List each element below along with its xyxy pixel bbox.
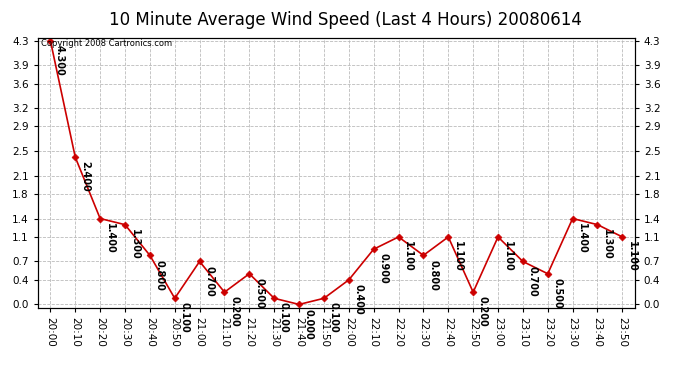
- Text: 1.300: 1.300: [602, 229, 612, 260]
- Text: 0.800: 0.800: [428, 260, 438, 290]
- Text: 0.200: 0.200: [478, 296, 488, 327]
- Text: 1.100: 1.100: [403, 241, 413, 272]
- Text: 0.100: 0.100: [179, 303, 190, 333]
- Text: 1.100: 1.100: [627, 241, 637, 272]
- Text: 2.400: 2.400: [80, 161, 90, 192]
- Text: 0.400: 0.400: [353, 284, 364, 315]
- Text: 0.800: 0.800: [155, 260, 165, 290]
- Text: 1.300: 1.300: [130, 229, 139, 260]
- Text: 1.100: 1.100: [453, 241, 463, 272]
- Text: 0.500: 0.500: [553, 278, 562, 309]
- Text: 0.200: 0.200: [229, 296, 239, 327]
- Text: 0.100: 0.100: [279, 303, 289, 333]
- Text: 0.100: 0.100: [328, 303, 339, 333]
- Text: 10 Minute Average Wind Speed (Last 4 Hours) 20080614: 10 Minute Average Wind Speed (Last 4 Hou…: [108, 11, 582, 29]
- Text: Copyright 2008 Cartronics.com: Copyright 2008 Cartronics.com: [41, 39, 172, 48]
- Text: 0.900: 0.900: [378, 254, 388, 284]
- Text: 4.300: 4.300: [55, 45, 65, 75]
- Text: 1.400: 1.400: [578, 223, 587, 254]
- Text: 1.400: 1.400: [105, 223, 115, 254]
- Text: 0.700: 0.700: [204, 266, 215, 296]
- Text: 0.000: 0.000: [304, 309, 314, 339]
- Text: 0.500: 0.500: [254, 278, 264, 309]
- Text: 1.100: 1.100: [503, 241, 513, 272]
- Text: 0.700: 0.700: [528, 266, 538, 296]
